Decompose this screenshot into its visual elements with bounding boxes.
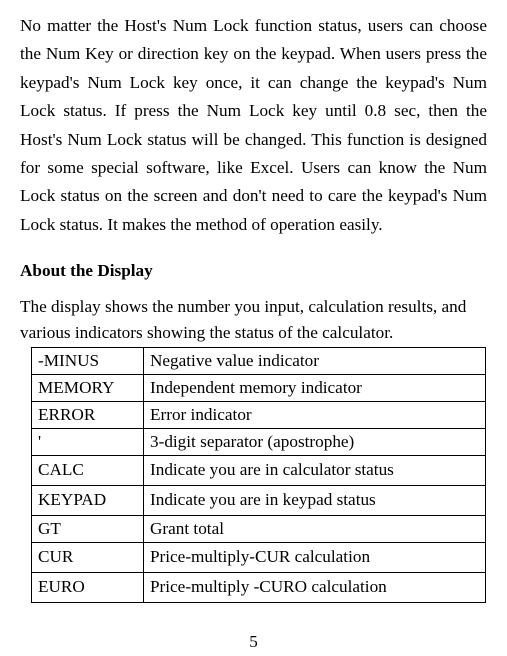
indicator-desc: Indicate you are in calculator status	[144, 456, 486, 486]
indicator-label: EURO	[32, 573, 144, 603]
indicator-desc: Grant total	[144, 516, 486, 543]
table-row: KEYPADIndicate you are in keypad status	[32, 486, 486, 516]
indicator-label: '	[32, 429, 144, 456]
indicator-desc: Indicate you are in keypad status	[144, 486, 486, 516]
body-paragraph: No matter the Host's Num Lock function s…	[20, 12, 487, 239]
table-row: '3-digit separator (apostrophe)	[32, 429, 486, 456]
section-heading: About the Display	[20, 261, 487, 281]
indicator-label: CALC	[32, 456, 144, 486]
indicator-desc: Price-multiply -CURO calculation	[144, 573, 486, 603]
table-row: -MINUSNegative value indicator	[32, 348, 486, 375]
table-row: GTGrant total	[32, 516, 486, 543]
indicator-label: GT	[32, 516, 144, 543]
table-row: EUROPrice-multiply -CURO calculation	[32, 573, 486, 603]
table-row: CURPrice-multiply-CUR calculation	[32, 543, 486, 573]
table-row: MEMORYIndependent memory indicator	[32, 375, 486, 402]
indicator-label: -MINUS	[32, 348, 144, 375]
indicator-desc: Negative value indicator	[144, 348, 486, 375]
indicator-label: MEMORY	[32, 375, 144, 402]
table-row: CALCIndicate you are in calculator statu…	[32, 456, 486, 486]
indicator-desc: Independent memory indicator	[144, 375, 486, 402]
indicator-label: KEYPAD	[32, 486, 144, 516]
intro-line-2: various indicators showing the status of…	[20, 321, 487, 344]
intro-line-1: The display shows the number you input, …	[20, 295, 487, 318]
indicator-desc: Price-multiply-CUR calculation	[144, 543, 486, 573]
indicator-label: CUR	[32, 543, 144, 573]
indicator-table: -MINUSNegative value indicator MEMORYInd…	[31, 347, 486, 603]
indicator-desc: Error indicator	[144, 402, 486, 429]
table-row: ERRORError indicator	[32, 402, 486, 429]
page-number: 5	[0, 632, 507, 652]
indicator-desc: 3-digit separator (apostrophe)	[144, 429, 486, 456]
indicator-label: ERROR	[32, 402, 144, 429]
